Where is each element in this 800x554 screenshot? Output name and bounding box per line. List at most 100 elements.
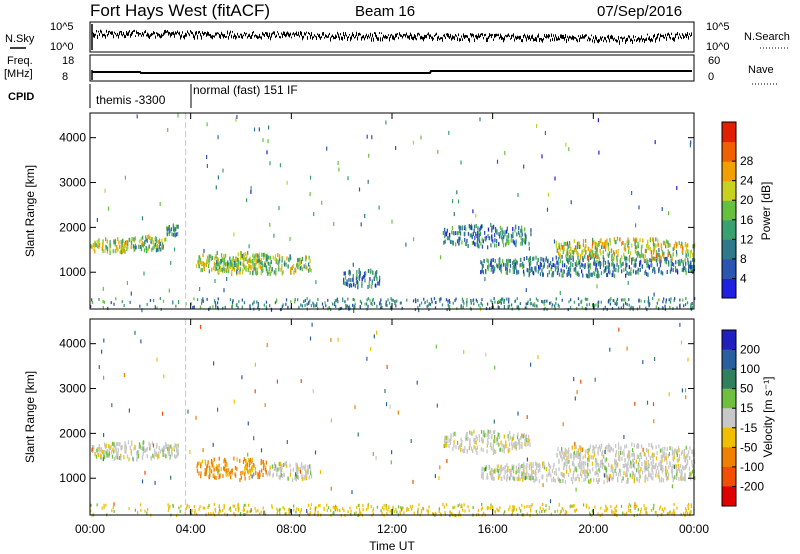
power-echo-point bbox=[552, 262, 554, 267]
velocity-echo-point bbox=[501, 467, 503, 472]
velocity-echo-point bbox=[596, 477, 598, 482]
power-echo-point bbox=[102, 239, 104, 244]
velocity-echo-point bbox=[453, 431, 455, 436]
power-noise-point bbox=[358, 187, 361, 192]
power-echo-point bbox=[97, 244, 99, 249]
power-ground-scatter-point bbox=[335, 304, 337, 308]
velocity-ground-scatter-point bbox=[432, 512, 435, 516]
power-echo-point bbox=[593, 257, 595, 262]
nsky-trace-point bbox=[468, 38, 469, 41]
velocity-ground-scatter-point bbox=[569, 505, 571, 509]
power-echo-point bbox=[484, 230, 486, 235]
power-echo-point bbox=[198, 255, 200, 260]
velocity-echo-point bbox=[240, 475, 242, 480]
velocity-echo-point bbox=[672, 457, 674, 462]
velocity-echo-point bbox=[581, 465, 583, 470]
velocity-echo-point bbox=[209, 465, 211, 470]
nsky-trace bbox=[91, 24, 692, 50]
velocity-echo-point bbox=[501, 443, 503, 448]
power-ground-scatter-point bbox=[506, 297, 508, 301]
velocity-echo-point bbox=[650, 475, 653, 480]
velocity-echo-point bbox=[126, 454, 129, 459]
velocity-noise-point bbox=[646, 400, 649, 405]
velocity-echo-point bbox=[103, 455, 106, 460]
power-ground-scatter-point bbox=[496, 301, 499, 305]
power-echo-point bbox=[615, 268, 617, 272]
nsky-trace-point bbox=[427, 33, 428, 36]
velocity-echo-point bbox=[301, 465, 303, 470]
power-echo-point bbox=[126, 245, 128, 250]
velocity-echo-point bbox=[607, 476, 610, 481]
velocity-echo-point bbox=[617, 472, 620, 477]
velocity-colorbar-tick-label: -15 bbox=[740, 421, 758, 435]
velocity-ground-scatter-point bbox=[594, 505, 596, 509]
nsky-trace-point bbox=[326, 35, 327, 38]
power-echo-point bbox=[548, 263, 550, 268]
power-echo-point bbox=[464, 231, 466, 236]
nsky-trace-point bbox=[618, 36, 619, 40]
power-echo-point bbox=[470, 225, 472, 230]
velocity-echo-point bbox=[124, 449, 126, 454]
power-ground-scatter-point bbox=[470, 300, 472, 304]
power-echo-point bbox=[481, 237, 483, 242]
power-echo-point bbox=[228, 265, 230, 270]
power-echo-point bbox=[530, 228, 532, 233]
velocity-echo-point bbox=[130, 451, 133, 456]
power-echo-point bbox=[575, 248, 577, 253]
power-echo-point bbox=[231, 267, 233, 272]
velocity-echo-point bbox=[307, 465, 309, 469]
power-echo-point bbox=[687, 252, 689, 257]
power-ground-scatter-point bbox=[664, 304, 666, 308]
power-echo-point bbox=[509, 268, 511, 273]
power-noise-point bbox=[484, 277, 486, 282]
power-echo-point bbox=[631, 243, 633, 248]
power-ground-scatter-point bbox=[587, 297, 589, 301]
power-echo-point bbox=[247, 250, 249, 255]
power-echo-point bbox=[670, 263, 672, 268]
nsky-trace-point bbox=[237, 32, 238, 36]
power-echo-point bbox=[567, 245, 569, 250]
velocity-noise-point bbox=[212, 442, 214, 447]
velocity-ground-scatter-point bbox=[671, 512, 673, 516]
velocity-echo-point bbox=[528, 438, 531, 443]
nsky-trace-point bbox=[173, 31, 174, 35]
power-echo-point bbox=[661, 250, 664, 254]
nsky-trace-point bbox=[217, 32, 218, 34]
power-echo-point bbox=[623, 246, 625, 251]
velocity-echo-point bbox=[473, 445, 475, 450]
power-echo-point bbox=[478, 236, 480, 241]
nsky-trace-point bbox=[108, 31, 109, 35]
velocity-ground-scatter-point bbox=[223, 505, 225, 509]
velocity-echo-point bbox=[637, 469, 640, 474]
velocity-ground-scatter-point bbox=[646, 511, 648, 515]
velocity-echo-point bbox=[101, 450, 104, 454]
power-echo-point bbox=[670, 259, 672, 264]
velocity-echo-point bbox=[305, 473, 307, 478]
nsky-trace-point bbox=[261, 36, 262, 40]
power-echo-point bbox=[506, 235, 508, 240]
velocity-echo-point bbox=[684, 466, 686, 470]
nsky-trace-point bbox=[355, 35, 356, 38]
power-ground-scatter-point bbox=[199, 305, 202, 309]
velocity-echo-point bbox=[638, 458, 641, 462]
power-echo-point bbox=[250, 266, 252, 271]
nsky-trace-point bbox=[243, 34, 244, 37]
nsky-trace-point bbox=[512, 34, 513, 37]
velocity-echo-point bbox=[615, 453, 617, 458]
nsky-trace-point bbox=[558, 36, 559, 41]
power-echo-point bbox=[224, 253, 227, 258]
power-noise-point bbox=[638, 205, 640, 210]
velocity-echo-point bbox=[633, 479, 635, 484]
velocity-echo-point bbox=[163, 447, 165, 452]
velocity-echo-point bbox=[678, 448, 680, 453]
power-echo-point bbox=[215, 260, 218, 265]
power-echo-point bbox=[218, 267, 220, 272]
velocity-ground-scatter-point bbox=[212, 511, 214, 515]
nsky-trace-point bbox=[253, 31, 254, 34]
power-ground-scatter-point bbox=[648, 304, 650, 308]
power-echo-point bbox=[647, 272, 649, 277]
power-ground-scatter-point bbox=[149, 299, 152, 302]
nsky-trace-point bbox=[484, 34, 485, 37]
cpid-segment-normal: normal (fast) 151 IF bbox=[193, 83, 298, 97]
power-echo-point bbox=[523, 264, 525, 269]
